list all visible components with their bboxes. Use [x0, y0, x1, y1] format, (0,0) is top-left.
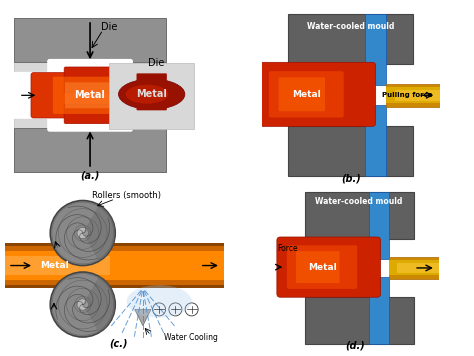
FancyBboxPatch shape	[296, 251, 339, 283]
Text: (c.): (c.)	[109, 339, 128, 349]
FancyBboxPatch shape	[14, 19, 166, 62]
Ellipse shape	[118, 79, 185, 109]
Text: Metal: Metal	[74, 90, 106, 100]
FancyBboxPatch shape	[305, 297, 414, 344]
FancyBboxPatch shape	[365, 105, 386, 176]
FancyBboxPatch shape	[369, 192, 389, 259]
FancyBboxPatch shape	[369, 277, 389, 344]
Polygon shape	[135, 309, 151, 326]
FancyBboxPatch shape	[5, 246, 224, 285]
Text: Force: Force	[277, 244, 298, 253]
FancyBboxPatch shape	[365, 14, 386, 85]
FancyBboxPatch shape	[397, 263, 443, 273]
FancyBboxPatch shape	[137, 100, 167, 110]
FancyBboxPatch shape	[14, 129, 166, 172]
Text: Water-cooled mould: Water-cooled mould	[307, 22, 394, 31]
Wedge shape	[83, 276, 115, 333]
Ellipse shape	[126, 85, 168, 104]
Text: Die: Die	[101, 22, 118, 32]
FancyBboxPatch shape	[269, 71, 344, 117]
FancyBboxPatch shape	[277, 237, 381, 297]
FancyBboxPatch shape	[386, 87, 443, 103]
FancyBboxPatch shape	[287, 245, 357, 289]
FancyBboxPatch shape	[5, 256, 110, 275]
Text: Die: Die	[148, 58, 164, 68]
FancyBboxPatch shape	[64, 67, 116, 93]
Text: Metal: Metal	[308, 263, 337, 272]
FancyBboxPatch shape	[279, 78, 325, 111]
FancyBboxPatch shape	[395, 90, 443, 100]
FancyBboxPatch shape	[389, 257, 443, 279]
Circle shape	[50, 200, 115, 266]
FancyBboxPatch shape	[65, 82, 115, 108]
FancyBboxPatch shape	[12, 72, 51, 119]
FancyBboxPatch shape	[31, 73, 149, 118]
FancyBboxPatch shape	[5, 243, 224, 288]
FancyBboxPatch shape	[389, 261, 443, 276]
FancyBboxPatch shape	[305, 192, 414, 239]
Ellipse shape	[127, 285, 191, 318]
Circle shape	[50, 272, 115, 337]
Text: Metal: Metal	[136, 89, 167, 99]
FancyBboxPatch shape	[14, 19, 166, 172]
FancyBboxPatch shape	[5, 251, 224, 280]
Wedge shape	[83, 205, 115, 261]
Text: (d.): (d.)	[346, 341, 365, 351]
FancyBboxPatch shape	[64, 104, 116, 124]
FancyBboxPatch shape	[137, 73, 167, 84]
Text: Water Cooling: Water Cooling	[164, 333, 218, 341]
FancyBboxPatch shape	[53, 77, 128, 114]
FancyBboxPatch shape	[386, 84, 443, 107]
Text: (a.): (a.)	[81, 170, 100, 180]
Text: Water-cooled mould: Water-cooled mould	[315, 197, 402, 206]
Text: Rollers (smooth): Rollers (smooth)	[92, 191, 161, 200]
FancyBboxPatch shape	[47, 59, 133, 76]
FancyBboxPatch shape	[47, 115, 133, 132]
Text: Metal: Metal	[292, 90, 320, 99]
FancyBboxPatch shape	[289, 14, 413, 64]
Circle shape	[77, 299, 89, 310]
Text: (b.): (b.)	[341, 173, 361, 183]
Text: Pulling force: Pulling force	[383, 92, 433, 98]
FancyBboxPatch shape	[289, 126, 413, 176]
Text: Metal: Metal	[40, 261, 69, 270]
FancyBboxPatch shape	[109, 63, 194, 129]
FancyBboxPatch shape	[258, 62, 376, 126]
FancyBboxPatch shape	[129, 72, 168, 119]
Circle shape	[77, 227, 89, 239]
